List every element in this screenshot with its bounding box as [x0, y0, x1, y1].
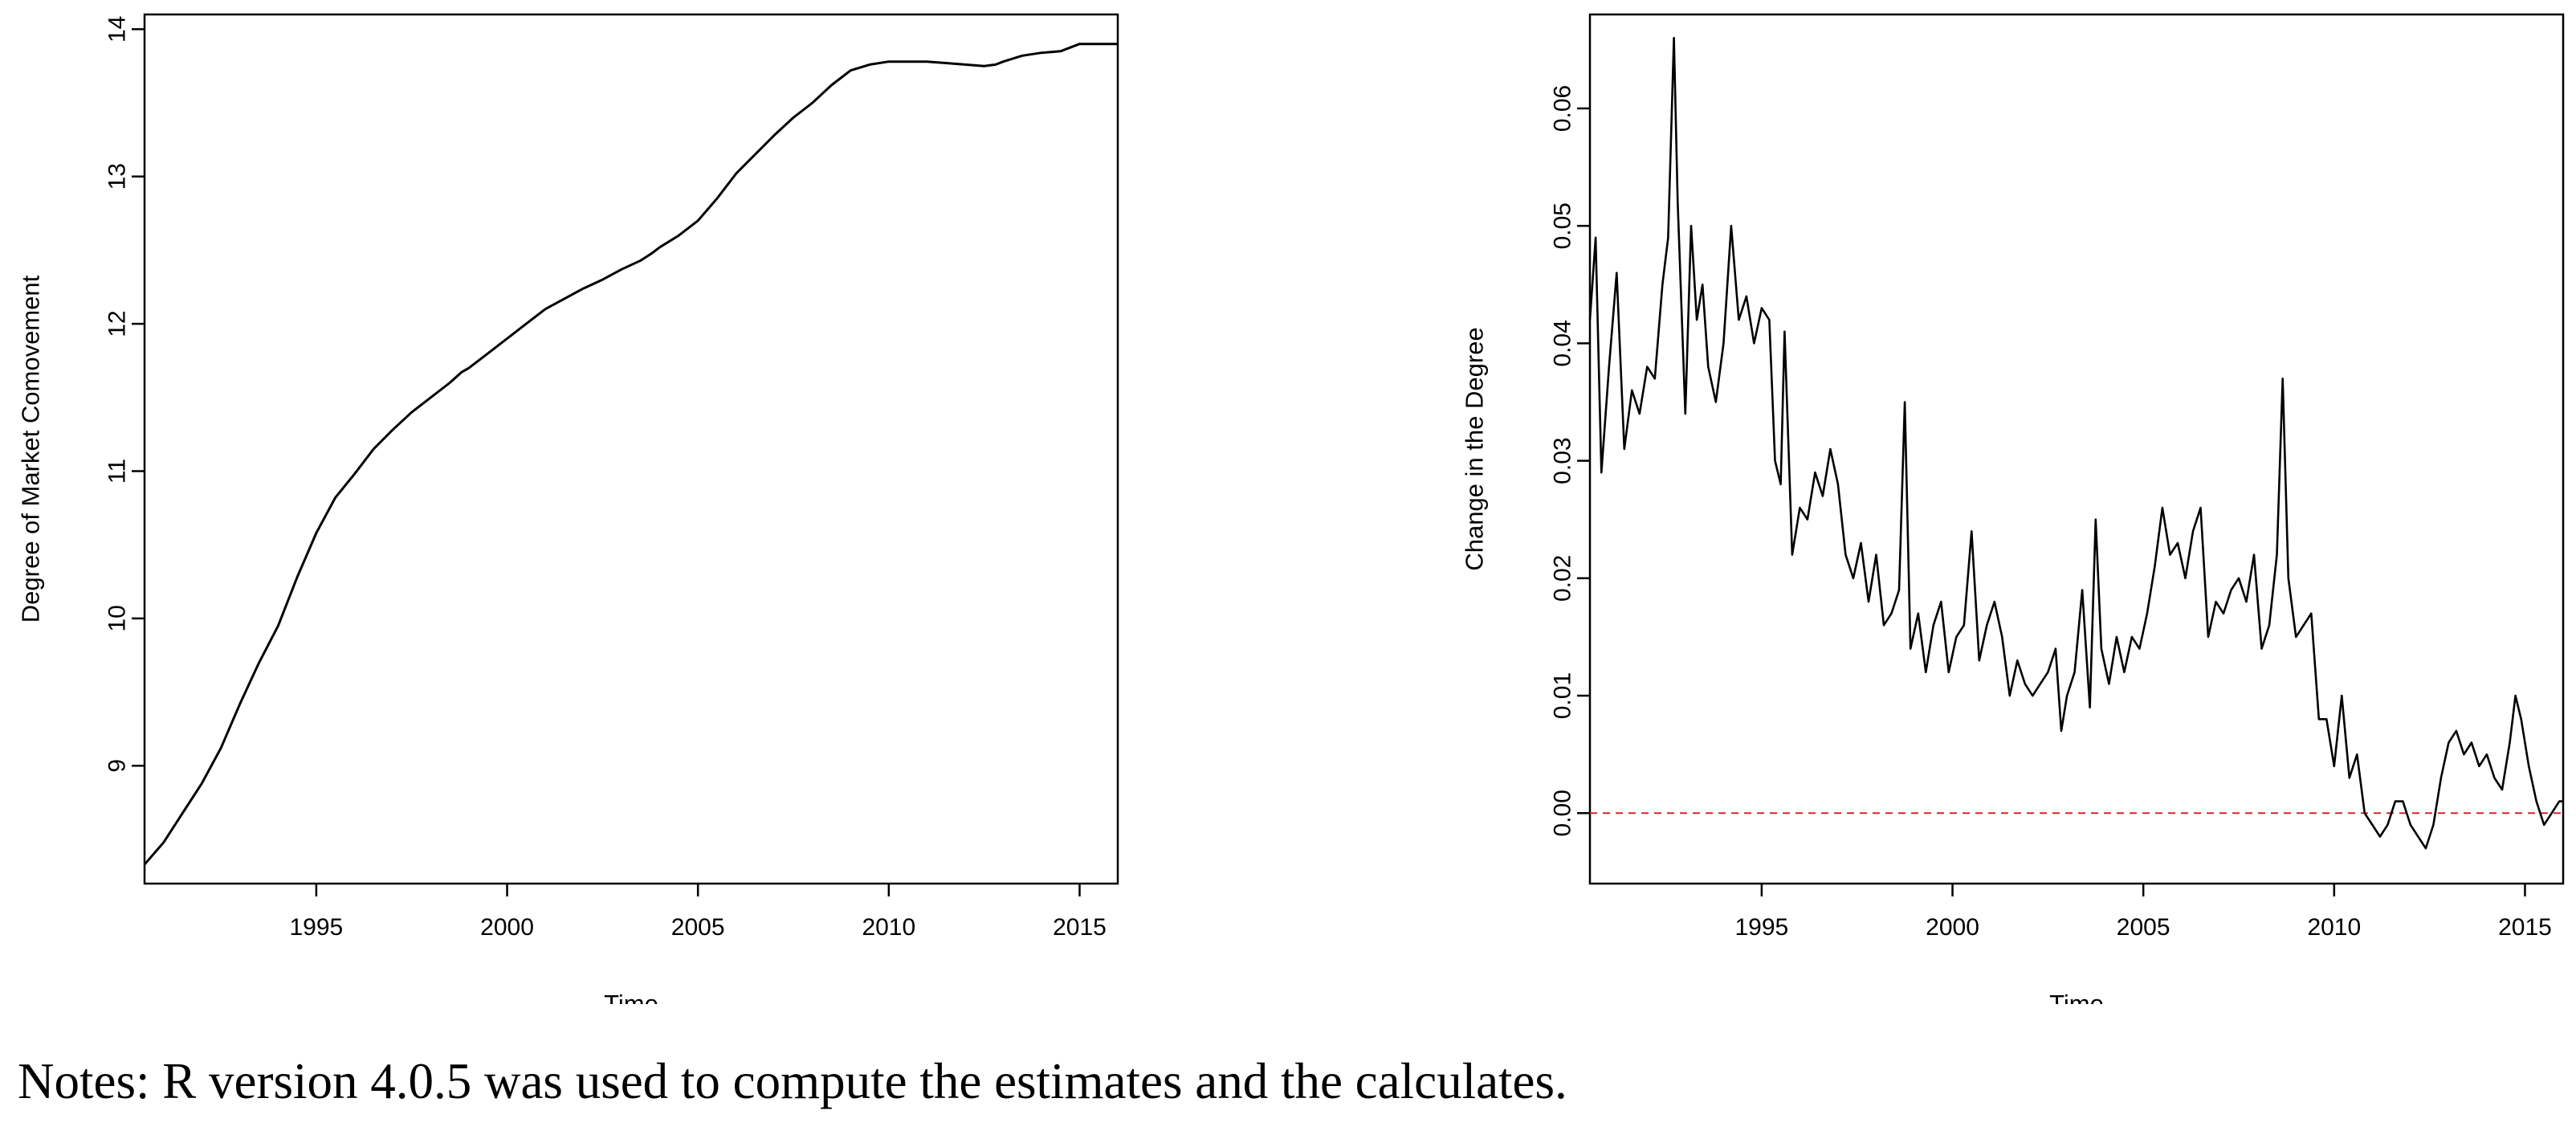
x-tick-label: 2000 — [1926, 914, 1979, 941]
y-tick-label: 0.01 — [1550, 672, 1576, 719]
y-tick-label: 0.05 — [1550, 202, 1576, 249]
x-tick-label: 2000 — [480, 914, 534, 941]
x-axis-label: Time — [604, 990, 658, 1004]
x-tick-label: 2010 — [862, 914, 915, 941]
y-tick-label: 0.00 — [1550, 790, 1576, 836]
x-tick-label: 1995 — [1735, 914, 1789, 941]
y-tick-label: 11 — [104, 459, 131, 484]
y-tick-label: 9 — [104, 759, 131, 773]
x-tick-label: 1995 — [290, 914, 344, 941]
y-tick-label: 12 — [104, 310, 131, 337]
y-tick-label: 13 — [104, 163, 131, 190]
figure: 9 10 11 12 13 14 1995 2000 2005 2010 2015 Time De… — [17, 13, 2565, 1004]
y-axis-label: Change in the Degree — [1461, 327, 1489, 570]
change-series-line — [1588, 36, 2563, 850]
plot-frame — [143, 13, 1119, 885]
y-tick-label: 10 — [104, 605, 131, 631]
x-tick-label: 2010 — [2307, 914, 2361, 941]
x-tick-label: 2005 — [2117, 914, 2170, 941]
y-tick-label: 0.04 — [1550, 320, 1576, 366]
degree-series-line — [143, 43, 1118, 866]
x-tick-label: 2015 — [1053, 914, 1107, 941]
x-tick-label: 2015 — [2498, 914, 2552, 941]
right-panel-change-in-degree: 0.00 0.01 0.02 0.03 0.04 0.05 0.06 1995 2000 200… — [1461, 13, 2565, 1004]
y-axis: 9 10 11 12 13 14 — [104, 16, 145, 773]
x-axis: 1995 2000 2005 2010 2015 — [1735, 884, 2552, 941]
figure-notes: Notes: R version 4.0.5 was used to compu… — [18, 1053, 1567, 1109]
y-axis-label: Degree of Market Comovement — [17, 275, 45, 623]
y-tick-label: 0.03 — [1550, 437, 1576, 484]
y-tick-label: 0.02 — [1550, 555, 1576, 602]
x-tick-label: 2005 — [671, 914, 725, 941]
y-tick-label: 0.06 — [1550, 85, 1576, 132]
y-axis: 0.00 0.01 0.02 0.03 0.04 0.05 0.06 — [1550, 85, 1590, 836]
x-axis-label: Time — [2049, 990, 2104, 1004]
plot-frame — [1588, 13, 2565, 885]
y-tick-label: 14 — [104, 16, 131, 43]
left-panel-comovement-degree: 9 10 11 12 13 14 1995 2000 2005 2010 2015 Time De… — [17, 13, 1119, 1004]
x-axis: 1995 2000 2005 2010 2015 — [290, 884, 1107, 941]
